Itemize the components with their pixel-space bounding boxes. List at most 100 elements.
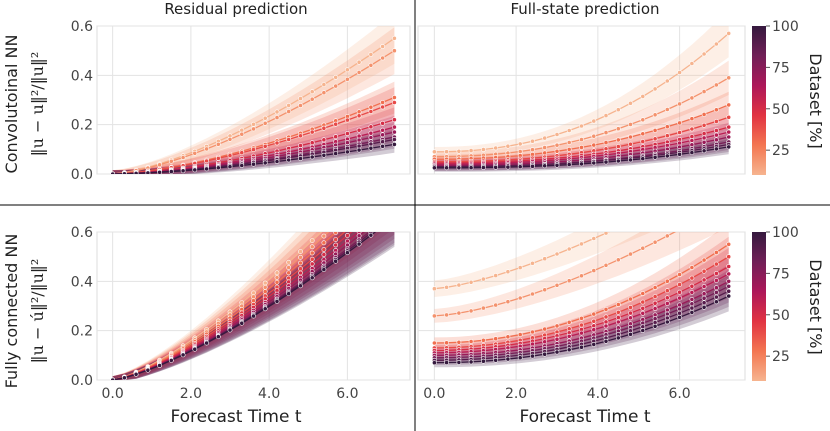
series-point-40: [381, 196, 385, 200]
series-point-100: [356, 147, 362, 153]
series-point-70: [689, 142, 695, 148]
y-tick-label: 0.2: [71, 324, 93, 340]
series-point-20: [286, 109, 292, 114]
series-point-100: [368, 145, 374, 151]
series-point-100: [133, 371, 139, 377]
series-point-70: [369, 224, 373, 228]
colorbar-bottom: Dataset [%] 25 50 75 100: [752, 225, 825, 381]
series-point-30: [701, 257, 707, 263]
series-point-50: [368, 124, 374, 130]
series-point-50: [321, 252, 327, 257]
series-point-20: [530, 291, 535, 297]
series-point-100: [701, 148, 707, 154]
series-point-50: [726, 124, 732, 130]
series-point-40: [652, 136, 658, 142]
series-point-100: [286, 291, 292, 297]
series-point-20: [652, 239, 658, 245]
column-title-full-state: Full-state prediction: [510, 0, 659, 18]
series-point-20: [251, 294, 256, 300]
series-point-30: [391, 95, 397, 100]
series-point-30: [262, 289, 268, 294]
series-point-100: [431, 165, 437, 171]
panel-fc-residual: 0.0 2.0 4.0 6.0 0.0 0.2 0.4 0.6: [71, 181, 411, 402]
series-point-10: [456, 148, 462, 154]
series-point-40: [357, 217, 361, 221]
series-point-30: [603, 306, 609, 312]
series-point-70: [381, 215, 385, 219]
series-point-30: [444, 340, 449, 346]
row-label-convolutional: Convolutoinal NN: [2, 35, 21, 174]
series-point-50: [664, 295, 670, 301]
series-point-20: [493, 302, 499, 308]
series-point-10: [431, 149, 437, 155]
series-point-10: [251, 121, 256, 127]
series-point-60: [591, 327, 597, 333]
series-point-30: [333, 232, 339, 235]
series-point-70: [714, 137, 719, 143]
series-point-10: [368, 52, 374, 57]
series-point-30: [603, 140, 609, 145]
series-point-100: [239, 163, 245, 168]
series-point-90: [391, 137, 397, 142]
series-point-20: [321, 90, 327, 96]
series-point-60: [380, 127, 385, 133]
series-point-100: [517, 164, 523, 170]
colorbar-tick-label: 75: [772, 60, 790, 76]
series-point-10: [628, 220, 632, 224]
series-point-50: [677, 289, 682, 295]
series-point-20: [554, 142, 560, 148]
series-point-30: [369, 198, 373, 202]
series-point-100: [286, 157, 292, 163]
series-point-30: [689, 116, 695, 122]
series-point-60: [701, 284, 707, 289]
series-group: [110, 26, 397, 174]
series-point-30: [554, 148, 560, 154]
series-point-30: [480, 337, 486, 343]
series-point-100: [505, 356, 511, 362]
series-point-30: [701, 112, 707, 117]
series-point-100: [239, 320, 245, 326]
series-point-70: [677, 302, 682, 308]
series-point-30: [554, 323, 560, 329]
series-point-100: [309, 275, 315, 281]
series-point-20: [591, 268, 597, 273]
series-point-80: [664, 311, 670, 317]
series-point-20: [192, 150, 198, 156]
series-point-10: [701, 51, 707, 57]
series-point-10: [357, 193, 361, 197]
series-point-100: [391, 141, 397, 147]
series-point-20: [345, 212, 349, 216]
series-point-30: [628, 296, 633, 302]
series-point-100: [542, 163, 548, 169]
series-point-40: [286, 275, 292, 281]
series-point-40: [368, 109, 374, 114]
series-point-70: [726, 278, 732, 284]
colorbar-top: Dataset [%] 25 50 75 100: [752, 19, 825, 175]
series-point-30: [726, 102, 732, 108]
series-point-70: [391, 129, 397, 135]
series-point-10: [369, 181, 373, 185]
series-point-20: [615, 126, 621, 132]
series-point-20: [157, 162, 162, 168]
series-point-100: [628, 157, 633, 163]
y-tick-label: 0.0: [71, 373, 93, 389]
series-point-100: [251, 313, 256, 319]
series-point-30: [566, 146, 572, 152]
series-point-60: [381, 210, 385, 214]
series-point-40: [726, 254, 732, 260]
series-point-20: [689, 95, 695, 101]
series-band-10: [112, 26, 395, 174]
series-point-100: [615, 158, 621, 164]
series-point-100: [603, 338, 609, 344]
series-point-30: [579, 315, 584, 321]
series-point-30: [689, 265, 695, 270]
series-point-100: [168, 169, 174, 174]
series-point-30: [431, 340, 437, 346]
series-point-100: [380, 143, 385, 149]
series-point-100: [726, 293, 732, 299]
series-point-100: [168, 357, 174, 363]
series-point-70: [356, 233, 362, 239]
series-point-60: [603, 323, 609, 329]
series-point-40: [664, 288, 670, 294]
colorbar-bottom-label: Dataset [%]: [806, 259, 825, 354]
